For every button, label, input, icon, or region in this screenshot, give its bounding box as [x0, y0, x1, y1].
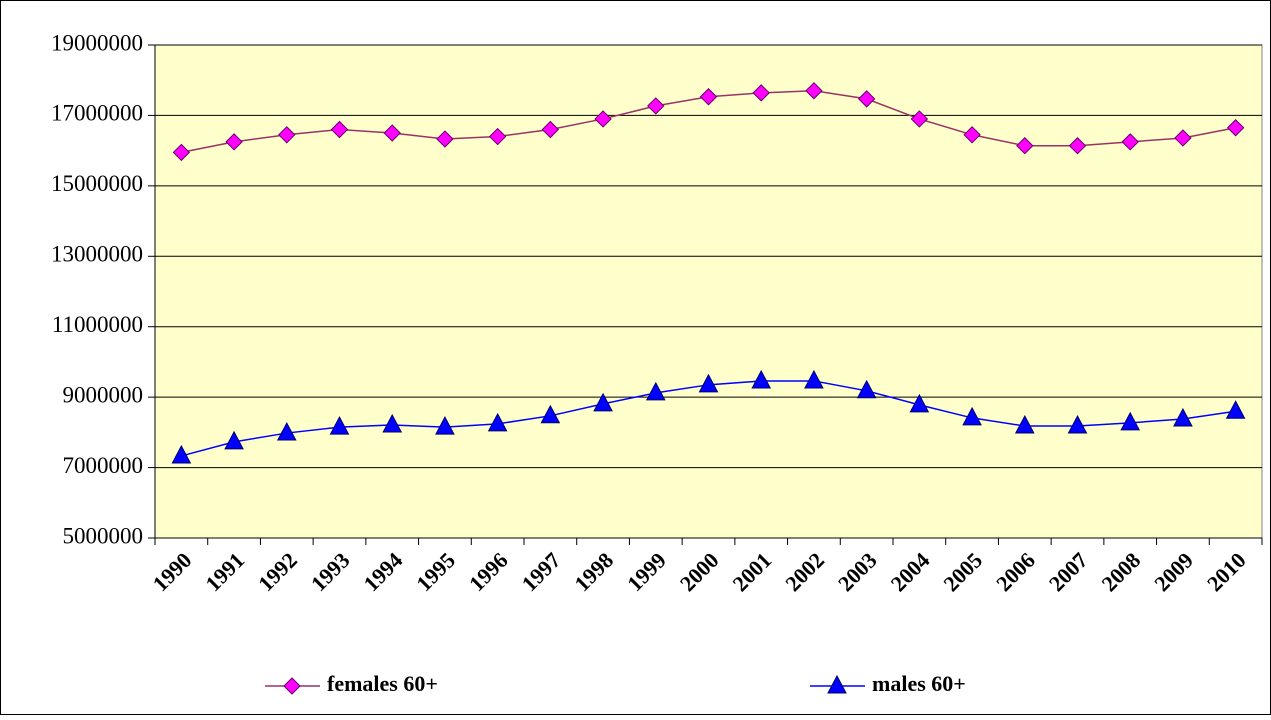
data-point: [1173, 407, 1193, 427]
y-tick-label: 7000000: [63, 453, 144, 478]
y-tick-label: 19000000: [51, 30, 143, 55]
data-point: [1225, 400, 1246, 419]
data-point: [487, 412, 508, 432]
y-tick-label: 17000000: [51, 101, 143, 126]
data-point: [276, 421, 297, 441]
data-point: [1120, 411, 1141, 431]
data-point: [1121, 133, 1139, 151]
y-tick-label: 13000000: [51, 242, 143, 267]
data-point: [647, 97, 665, 115]
data-point: [278, 126, 296, 144]
data-point: [962, 406, 982, 426]
y-tick-label: 15000000: [51, 171, 143, 196]
data-point: [171, 444, 192, 464]
data-point: [541, 120, 560, 139]
legend-label: females 60+: [327, 671, 438, 696]
legend-marker: [827, 674, 847, 694]
y-tick-label: 9000000: [63, 382, 144, 407]
data-point: [856, 379, 877, 399]
legend-label: males 60+: [872, 671, 966, 696]
data-point: [805, 82, 823, 100]
data-point: [645, 381, 666, 401]
y-tick-label: 11000000: [52, 312, 143, 337]
plot-area: [154, 44, 1263, 539]
data-point: [225, 133, 243, 151]
data-point: [594, 110, 612, 128]
data-point: [910, 110, 929, 128]
data-point: [699, 88, 718, 106]
data-point: [1067, 414, 1088, 434]
data-point: [330, 120, 349, 139]
data-point: [593, 392, 613, 412]
data-point: [804, 369, 824, 389]
data-point: [1068, 137, 1087, 155]
data-point: [435, 416, 455, 435]
data-point: [488, 127, 507, 146]
data-point: [698, 373, 719, 393]
data-point: [857, 90, 876, 108]
data-point: [1016, 137, 1034, 155]
data-point: [382, 413, 403, 433]
data-point: [1174, 129, 1192, 147]
data-point: [909, 393, 930, 413]
data-point: [436, 130, 454, 148]
data-point: [1226, 119, 1245, 137]
data-point: [329, 416, 350, 435]
data-point: [752, 84, 770, 102]
data-point: [224, 430, 244, 450]
data-point: [751, 369, 772, 389]
data-point: [383, 124, 401, 142]
data-point: [963, 126, 981, 144]
data-point: [540, 404, 561, 424]
legend-marker: [283, 677, 301, 695]
data-point: [172, 143, 191, 162]
y-tick-label: 5000000: [63, 523, 144, 548]
data-point: [1014, 414, 1035, 434]
